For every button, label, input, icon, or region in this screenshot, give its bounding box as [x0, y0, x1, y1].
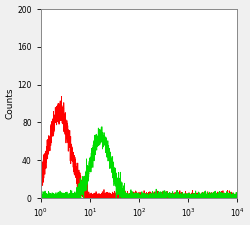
Y-axis label: Counts: Counts	[6, 88, 15, 119]
